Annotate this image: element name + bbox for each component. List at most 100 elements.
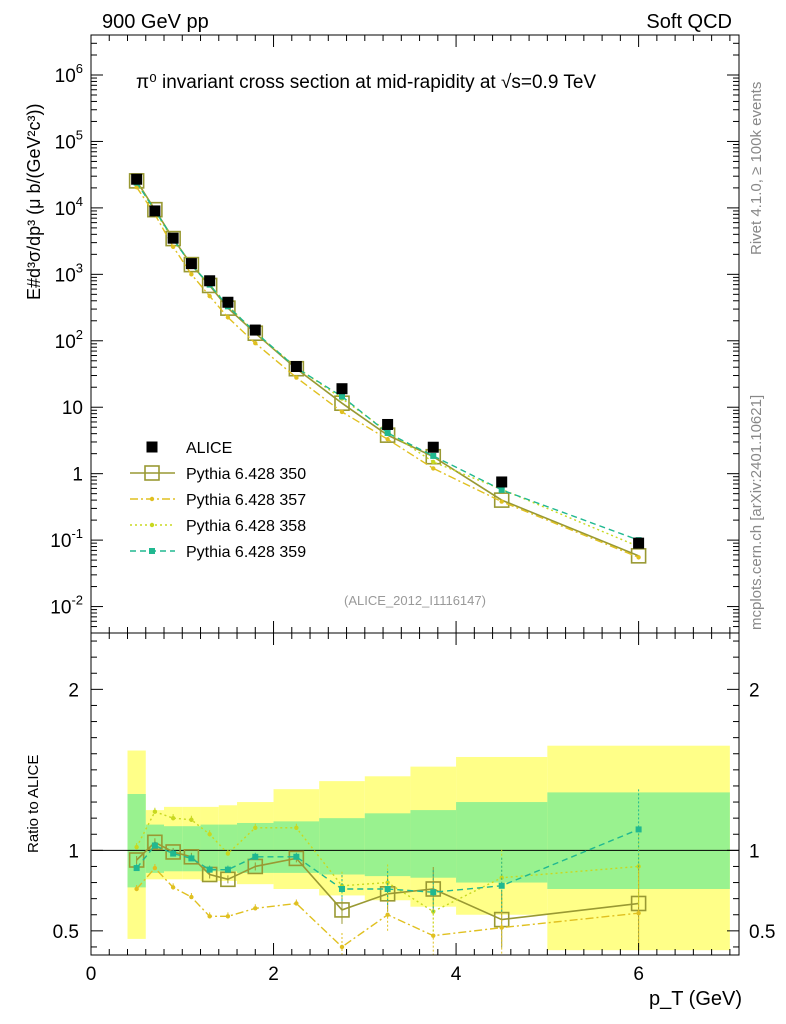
y-tick-label-exponent: 2 xyxy=(76,327,83,342)
series-point xyxy=(225,315,231,320)
series-point xyxy=(498,486,505,493)
y-tick-label: 103 xyxy=(55,260,83,286)
ratio-series-point xyxy=(635,826,642,833)
series-line xyxy=(136,182,639,541)
ratio-series-point xyxy=(151,842,158,849)
alice-data-point xyxy=(204,275,216,287)
series-point xyxy=(170,244,176,249)
series-point xyxy=(630,548,647,564)
ratio-series-point xyxy=(133,865,140,872)
analysis-tag: (ALICE_2012_I1116147) xyxy=(344,593,486,608)
series-point xyxy=(385,437,390,442)
legend-marker xyxy=(149,548,155,554)
header-right: Soft QCD xyxy=(646,11,732,33)
series-point xyxy=(636,555,641,560)
alice-data-point xyxy=(290,361,302,373)
series-point xyxy=(493,492,510,508)
ratio-series-point xyxy=(206,866,213,873)
y-tick-label-exponent: 6 xyxy=(76,61,83,76)
series-point xyxy=(339,409,345,415)
ratio-series-point xyxy=(152,865,158,871)
uncertainty-band-green xyxy=(127,794,146,888)
rivet-label: Rivet 4.1.0, ≥ 100k events xyxy=(748,82,765,255)
series-point xyxy=(431,459,436,465)
ratio-series-point xyxy=(147,834,163,851)
alice-data-point xyxy=(131,173,143,185)
ratio-series-point xyxy=(288,850,305,867)
alice-data-point xyxy=(633,537,645,549)
alice-data-point xyxy=(167,232,179,244)
alice-data-point xyxy=(496,476,508,488)
legend: ALICE Pythia 6.428 350 Pythia 6.428 357 Pyt… xyxy=(130,440,306,561)
ratio-series-point xyxy=(189,894,194,900)
ratio-y-tick-label-right: 0.5 xyxy=(749,922,775,943)
y-tick-label: 10-2 xyxy=(50,593,83,619)
y-tick-label: 10 xyxy=(62,398,83,419)
uncertainty-band-green xyxy=(218,824,238,872)
ratio-series-point xyxy=(293,853,300,860)
y-tick-label: 1 xyxy=(72,465,83,486)
ratio-series-point xyxy=(224,866,231,873)
y-tick-label-exponent: -1 xyxy=(71,526,83,541)
x-tick-label: 0 xyxy=(86,964,97,985)
ratio-y-tick-label: 0.5 xyxy=(53,922,79,943)
series-point xyxy=(338,393,345,400)
y-tick-label-exponent: 4 xyxy=(76,194,83,209)
x-tick-label: 4 xyxy=(451,964,462,985)
ratio-series-point xyxy=(431,933,436,938)
ratio-series-point xyxy=(636,910,641,916)
y-tick-label: 105 xyxy=(55,127,83,153)
ratio-series-point xyxy=(294,901,299,906)
series-point xyxy=(253,340,258,346)
ratio-series-point xyxy=(134,886,139,892)
chart-title: π⁰ invariant cross section at mid-rapidi… xyxy=(136,72,596,93)
uncertainty-band-green xyxy=(364,813,411,877)
series-point xyxy=(499,499,504,504)
series-point xyxy=(189,272,194,277)
uncertainty-band-green xyxy=(410,810,457,878)
alice-data-point xyxy=(336,383,348,395)
ratio-series-point xyxy=(170,815,176,821)
ratio-series-point xyxy=(384,885,391,892)
y-axis-label: E#d³σ/dp³ (μ b/(GeV²c³)) xyxy=(24,103,44,300)
legend-marker xyxy=(149,522,155,528)
uncertainty-band-green xyxy=(182,826,201,872)
y-tick-label-exponent: -2 xyxy=(71,593,83,608)
legend-marker-alice xyxy=(146,441,158,453)
x-tick-label: 6 xyxy=(633,964,644,985)
ratio-series-point xyxy=(338,885,345,892)
y-tick-label-exponent: 5 xyxy=(76,127,83,142)
series-point xyxy=(294,375,299,380)
ratio-series-point xyxy=(499,875,504,880)
y-tick-label: 10-1 xyxy=(50,526,83,552)
series-point xyxy=(384,429,391,436)
mcplots-label: mcplots.cern.ch [arXiv:2401.10621] xyxy=(748,395,765,630)
series-point xyxy=(207,293,212,299)
series-point xyxy=(147,201,163,218)
ratio-series-point xyxy=(134,844,139,850)
series-point xyxy=(431,466,436,471)
ratio-series-point xyxy=(253,906,258,911)
ratio-series-point xyxy=(170,850,177,857)
ratio-series-point xyxy=(152,809,158,814)
series-point xyxy=(430,452,437,459)
header-left: 900 GeV pp xyxy=(102,11,209,33)
y-tick-label-exponent: 3 xyxy=(76,260,83,275)
ratio-series-point xyxy=(207,832,212,837)
uncertainty-band-green xyxy=(200,824,219,872)
alice-data-point xyxy=(185,258,197,270)
alice-data-point xyxy=(249,324,261,336)
ratio-y-tick-label: 1 xyxy=(68,841,79,862)
ratio-series-point xyxy=(207,914,212,919)
uncertainty-band-green xyxy=(319,818,365,875)
legend-label: Pythia 6.428 358 xyxy=(186,518,306,535)
ratio-series-point xyxy=(294,825,299,831)
alice-data-point xyxy=(427,441,439,453)
ratio-series-point xyxy=(253,825,258,831)
ratio-series-point xyxy=(499,925,504,930)
ratio-series-point xyxy=(225,914,231,919)
y-tick-label: 102 xyxy=(55,327,83,353)
ratio-series-point xyxy=(170,885,176,890)
ratio-y-tick-label-right: 1 xyxy=(749,841,760,862)
